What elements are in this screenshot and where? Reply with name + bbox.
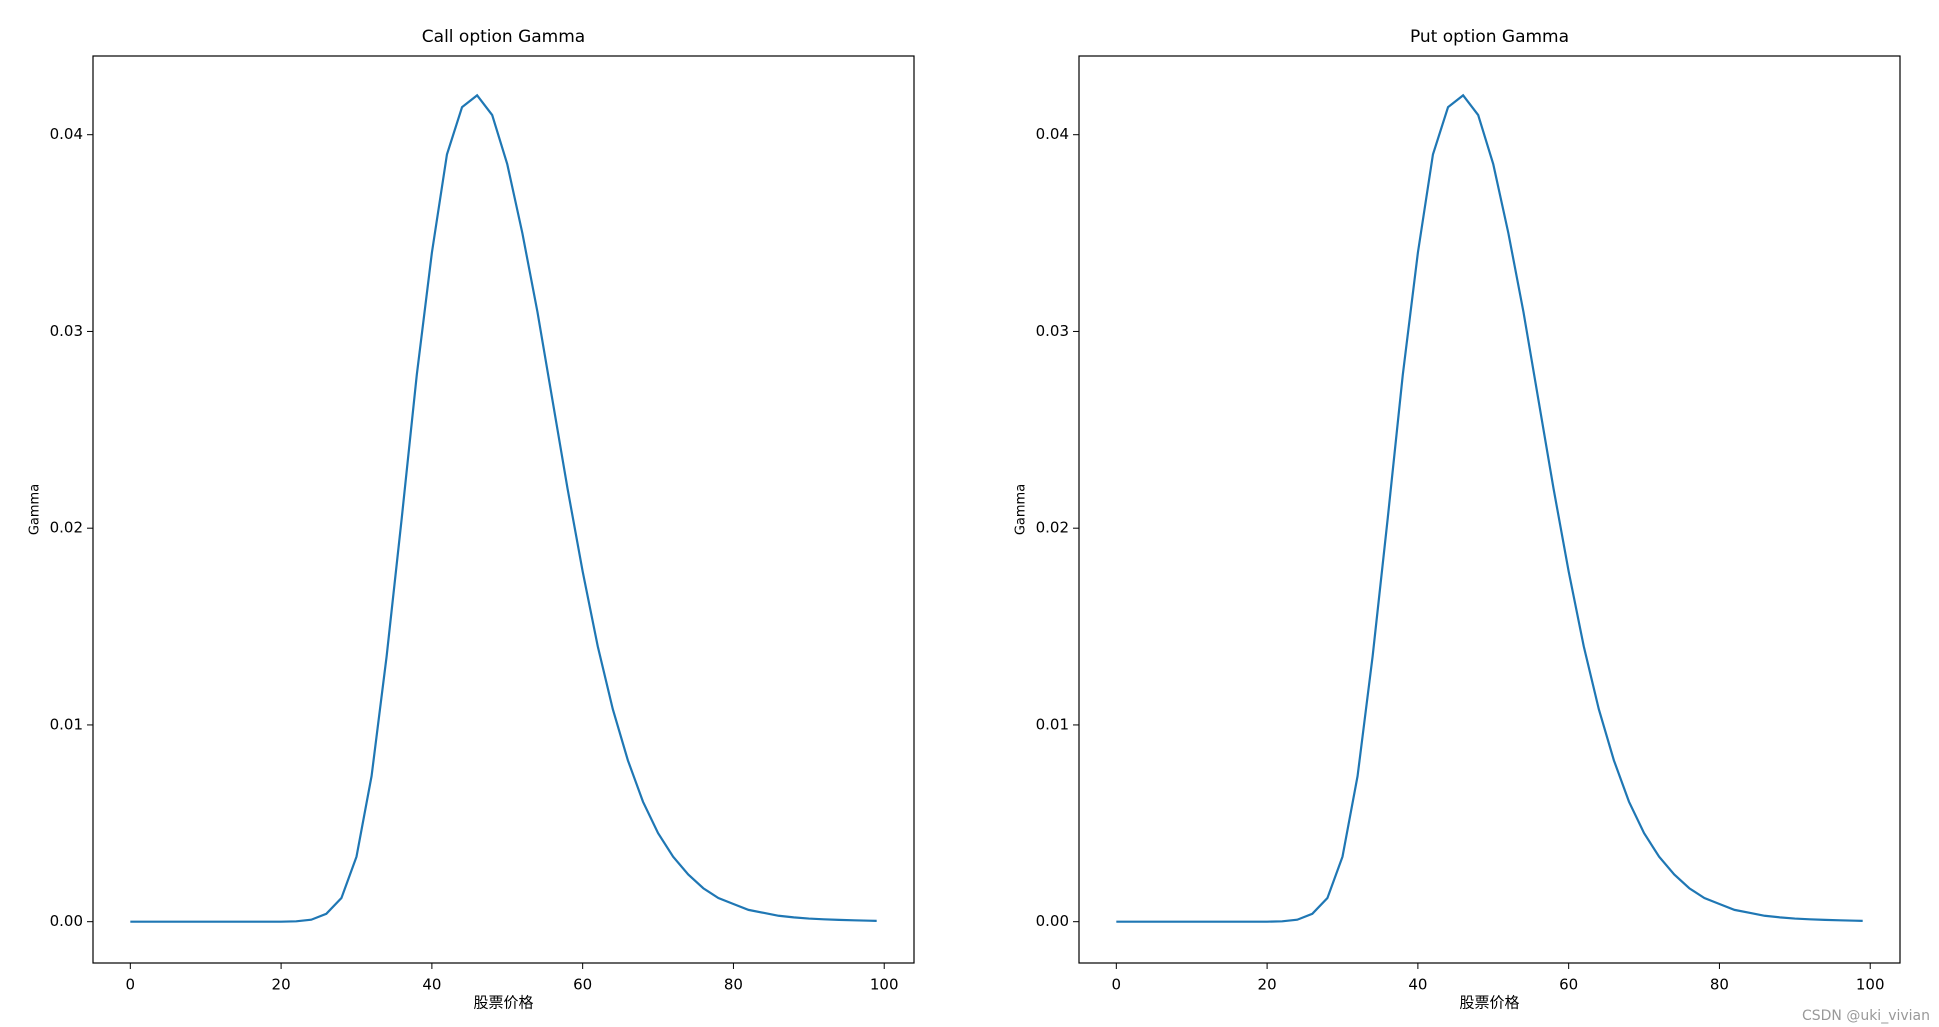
y-tick-label: 0.00 — [1036, 912, 1069, 930]
x-tick-label: 60 — [573, 976, 592, 994]
y-axis-label: Gamma — [28, 484, 43, 535]
y-tick-label: 0.04 — [50, 125, 83, 143]
x-axis-label: 股票价格 — [473, 994, 533, 1012]
watermark: CSDN @uki_vivian — [1802, 1008, 1930, 1024]
plot-frame — [1078, 55, 1901, 964]
y-tick-label: 0.03 — [50, 322, 83, 340]
x-tick-label: 60 — [1559, 976, 1578, 994]
y-tick-label: 0.01 — [1036, 715, 1069, 733]
x-tick-label: 100 — [870, 976, 899, 994]
x-tick-label: 40 — [1408, 976, 1427, 994]
x-tick-label: 80 — [1710, 976, 1729, 994]
x-axis-label: 股票价格 — [1459, 994, 1519, 1012]
y-tick-label: 0.04 — [1036, 125, 1069, 143]
x-tick-label: 100 — [1856, 976, 1885, 994]
x-tick-label: 20 — [272, 976, 291, 994]
y-tick-label: 0.00 — [50, 912, 83, 930]
x-tick-label: 40 — [422, 976, 441, 994]
x-tick-label: 0 — [1112, 976, 1122, 994]
y-axis-label: Gamma — [1014, 484, 1029, 535]
x-tick-label: 0 — [126, 976, 136, 994]
y-tick-label: 0.02 — [50, 519, 83, 537]
y-tick-label: 0.03 — [1036, 322, 1069, 340]
chart-title: Call option Gamma — [422, 27, 585, 47]
y-tick-label: 0.01 — [50, 715, 83, 733]
gamma-line — [130, 93, 877, 923]
x-tick-label: 20 — [1258, 976, 1277, 994]
plot-frame — [92, 55, 915, 964]
y-tick-label: 0.02 — [1036, 519, 1069, 537]
x-tick-label: 80 — [724, 976, 743, 994]
gamma-line — [1116, 93, 1863, 923]
chart-title: Put option Gamma — [1410, 27, 1569, 47]
